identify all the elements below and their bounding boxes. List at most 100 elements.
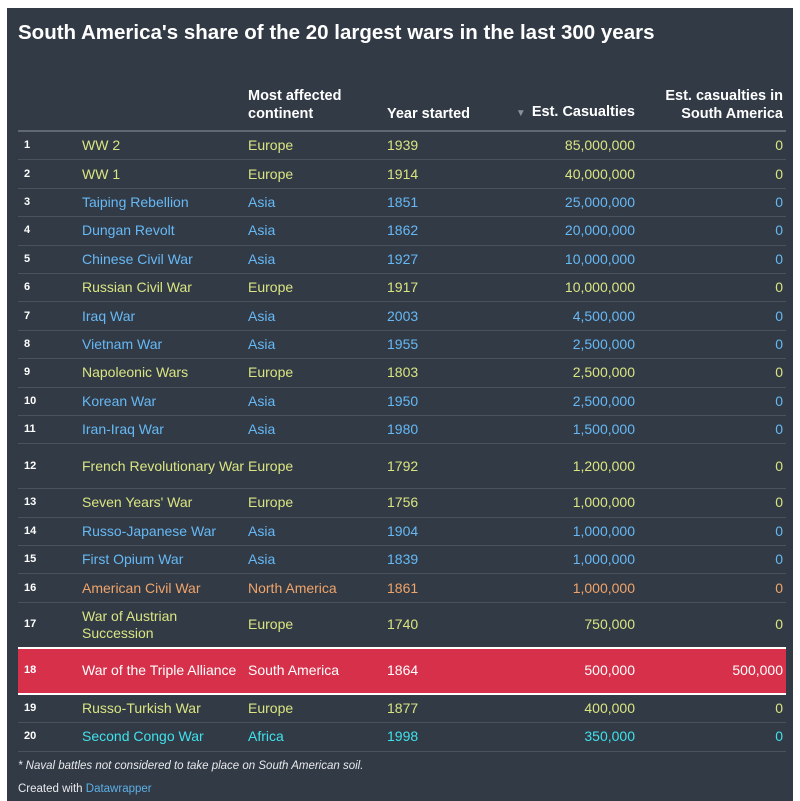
header-continent[interactable]: Most affected continent <box>248 72 387 132</box>
row-sa-casualties: 0 <box>635 693 786 724</box>
row-sa-casualties: 0 <box>635 159 786 189</box>
row-sa-casualties: 0 <box>635 301 786 331</box>
table-row: 14 Russo-Japanese War Asia 1904 1,000,000 0 <box>18 517 786 547</box>
row-continent: Europe <box>248 358 387 388</box>
row-sa-casualties: 0 <box>635 358 786 388</box>
row-sa-casualties: 0 <box>635 488 786 518</box>
row-casualties: 1,000,000 <box>505 488 635 518</box>
row-sa-casualties: 0 <box>635 330 786 360</box>
row-year: 1851 <box>387 188 505 218</box>
table-row: 17 War of Austrian Succession Europe 1740 75… <box>18 602 786 649</box>
row-casualties: 10,000,000 <box>505 245 635 274</box>
row-continent: North America <box>248 573 387 603</box>
table-row: 9 Napoleonic Wars Europe 1803 2,500,000 0 <box>18 358 786 388</box>
row-war: Iraq War <box>82 301 248 331</box>
row-year: 1998 <box>387 722 505 752</box>
header-rank <box>18 72 82 132</box>
row-year: 1740 <box>387 602 505 649</box>
header-sa-casualties[interactable]: Est. casualties in South America <box>635 72 786 132</box>
row-continent: Asia <box>248 517 387 547</box>
row-casualties: 1,000,000 <box>505 545 635 575</box>
chart-panel: South America's share of the 20 largest … <box>7 8 793 801</box>
row-year: 1756 <box>387 488 505 518</box>
row-rank: 17 <box>18 602 82 649</box>
row-continent: Europe <box>248 273 387 303</box>
table-row: 13 Seven Years' War Europe 1756 1,000,000 0 <box>18 488 786 518</box>
row-casualties: 2,500,000 <box>505 330 635 360</box>
row-sa-casualties: 0 <box>635 188 786 218</box>
row-continent: Europe <box>248 131 387 161</box>
row-war: Iran-Iraq War <box>82 415 248 445</box>
row-year: 1914 <box>387 159 505 189</box>
row-continent: Europe <box>248 159 387 189</box>
row-war: Taiping Rebellion <box>82 188 248 218</box>
row-continent: Europe <box>248 693 387 724</box>
row-rank: 19 <box>18 693 82 724</box>
row-year: 1877 <box>387 693 505 724</box>
row-casualties: 1,000,000 <box>505 573 635 603</box>
row-casualties: 20,000,000 <box>505 216 635 246</box>
row-continent: Asia <box>248 301 387 331</box>
row-rank: 11 <box>18 415 82 445</box>
row-casualties: 750,000 <box>505 602 635 649</box>
row-war: First Opium War <box>82 545 248 575</box>
row-casualties: 400,000 <box>505 693 635 724</box>
row-continent: Asia <box>248 216 387 246</box>
table-row: 3 Taiping Rebellion Asia 1851 25,000,000 0 <box>18 188 786 218</box>
header-year[interactable]: Year started <box>387 72 505 132</box>
row-war: Napoleonic Wars <box>82 358 248 388</box>
row-year: 1864 <box>387 646 505 695</box>
row-sa-casualties: 0 <box>635 387 786 416</box>
table-row: 19 Russo-Turkish War Europe 1877 400,000 0 <box>18 693 786 724</box>
row-war: Chinese Civil War <box>82 245 248 274</box>
row-rank: 13 <box>18 488 82 518</box>
row-continent: Asia <box>248 415 387 445</box>
chart-title: South America's share of the 20 largest … <box>18 21 655 44</box>
row-war: Korean War <box>82 387 248 416</box>
row-continent: Asia <box>248 330 387 360</box>
table-row: 1 WW 2 Europe 1939 85,000,000 0 <box>18 131 786 161</box>
row-war: American Civil War <box>82 573 248 603</box>
row-rank: 1 <box>18 131 82 161</box>
row-war: Dungan Revolt <box>82 216 248 246</box>
row-sa-casualties: 0 <box>635 415 786 445</box>
datawrapper-link[interactable]: Datawrapper <box>85 783 152 795</box>
table-row: 20 Second Congo War Africa 1998 350,000 0 <box>18 722 786 752</box>
row-continent: Asia <box>248 545 387 575</box>
row-continent: South America <box>248 646 387 695</box>
row-casualties: 1,500,000 <box>505 415 635 445</box>
header-casualties-label: Est. Casualties <box>531 104 635 120</box>
row-casualties: 10,000,000 <box>505 273 635 303</box>
row-war: Russo-Japanese War <box>82 517 248 547</box>
row-casualties: 85,000,000 <box>505 131 635 161</box>
row-war: WW 2 <box>82 131 248 161</box>
row-rank: 3 <box>18 188 82 218</box>
row-rank: 4 <box>18 216 82 246</box>
row-year: 2003 <box>387 301 505 331</box>
header-casualties[interactable]: ▼ Est. Casualties <box>505 72 635 132</box>
row-year: 1980 <box>387 415 505 445</box>
row-sa-casualties: 0 <box>635 443 786 490</box>
row-continent: Europe <box>248 443 387 490</box>
credit: Created with Datawrapper <box>18 783 152 795</box>
row-year: 1861 <box>387 573 505 603</box>
row-rank: 18 <box>18 646 82 695</box>
table-row: 11 Iran-Iraq War Asia 1980 1,500,000 0 <box>18 415 786 445</box>
row-war: Second Congo War <box>82 722 248 752</box>
row-war: War of the Triple Alliance <box>82 646 248 695</box>
row-sa-casualties: 0 <box>635 602 786 649</box>
row-rank: 9 <box>18 358 82 388</box>
row-casualties: 500,000 <box>505 646 635 695</box>
row-sa-casualties: 0 <box>635 722 786 752</box>
footnote: * Naval battles not considered to take p… <box>18 760 364 772</box>
table-row: 5 Chinese Civil War Asia 1927 10,000,000 0 <box>18 245 786 274</box>
row-continent: Asia <box>248 188 387 218</box>
row-casualties: 4,500,000 <box>505 301 635 331</box>
row-rank: 20 <box>18 722 82 752</box>
row-casualties: 2,500,000 <box>505 358 635 388</box>
row-year: 1955 <box>387 330 505 360</box>
credit-prefix: Created with <box>18 783 86 795</box>
table-row: 18 War of the Triple Alliance South Americ… <box>18 646 786 695</box>
row-year: 1862 <box>387 216 505 246</box>
row-sa-casualties: 0 <box>635 573 786 603</box>
